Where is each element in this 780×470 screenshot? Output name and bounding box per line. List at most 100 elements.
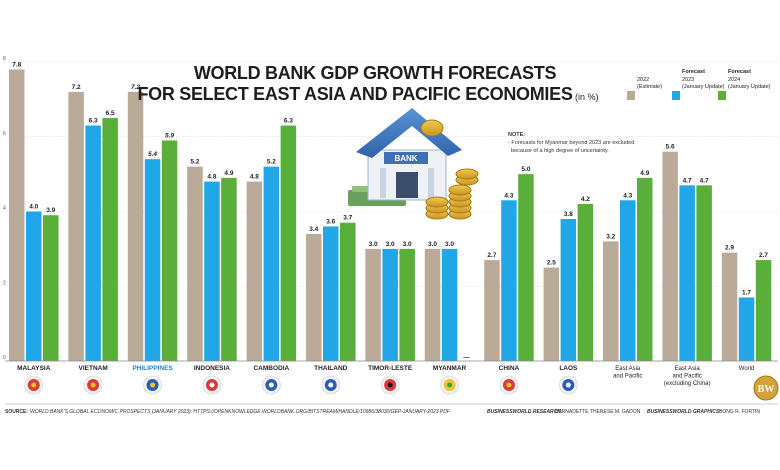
legend-subtext: (Estimate) [637, 84, 662, 90]
bar-2023 [204, 181, 220, 361]
value-labels: 7.8 4.0 3.9 7.2 6.3 6.5 7.2 5.4 5.9 5.2 4.8 4.9 4.8 5… [12, 61, 768, 361]
bar-2022 [68, 91, 84, 362]
chart-title-line2: FOR SELECT EAST ASIA AND PACIFIC ECONOMI… [137, 84, 572, 104]
bar-value-label: 3.0 [428, 241, 437, 248]
bar-value-label: 2.7 [487, 252, 496, 259]
note-line-2: because of a high degree of uncertainty. [508, 148, 609, 154]
bar-2022 [127, 91, 144, 362]
flag-icon [559, 375, 578, 395]
bar-2023 [738, 297, 755, 361]
bar-2022 [484, 260, 500, 361]
bar-value-label: 7.8 [12, 61, 21, 68]
bar-value-label: 3.8 [564, 211, 573, 218]
legend-year: 2023 [682, 77, 694, 83]
bar-value-label: 2.5 [547, 260, 556, 267]
bar-value-label: 6.5 [106, 110, 115, 117]
y-tick-label: 6 [3, 131, 6, 137]
note-line-1: - Forecasts for Myanmar beyond 2023 are … [508, 140, 634, 146]
bar-value-label: 4.9 [640, 170, 649, 177]
bar-2023 [85, 125, 101, 361]
chart-title-unit: (in %) [575, 92, 599, 102]
bar-value-label: 3.0 [403, 241, 412, 248]
bar-2022 [662, 151, 678, 361]
category-label: MYANMAR [433, 365, 467, 372]
category-label: World [739, 366, 755, 372]
source-label: SOURCE: [5, 409, 28, 415]
legend-swatch [627, 91, 635, 100]
legend-item: Forecast 2023(January Update) [672, 69, 725, 100]
bar-value-label: 1.7 [742, 289, 751, 296]
category-label: TIMOR-LESTE [368, 365, 413, 372]
flag-icon [262, 375, 281, 395]
legend-heading: Forecast [728, 69, 751, 75]
bar-value-label: 3.2 [606, 233, 615, 240]
bank-pillar [380, 168, 386, 198]
bar-value-label: 4.9 [224, 170, 233, 177]
bar-2024 [102, 118, 118, 361]
graphics-name: BONG R. FORTIN [719, 409, 760, 415]
bar-2022 [187, 166, 203, 361]
category-label: VIETNAM [79, 365, 108, 372]
source-text: WORLD BANK'S GLOBAL ECONOMIC PROSPECTS (… [30, 409, 451, 415]
flag-icon [143, 375, 162, 395]
bar-value-label: 3.4 [309, 226, 318, 233]
y-tick-label: 0 [3, 355, 6, 361]
logo-text: BW [758, 384, 775, 395]
bar-value-label: 6.3 [89, 118, 98, 125]
bar-2022 [365, 248, 381, 361]
bar-2023 [501, 200, 517, 361]
research-name: BERNADETTE THERESE M. GADON [555, 409, 641, 415]
bar-2023 [560, 218, 577, 361]
graphics-label: BUSINESSWORLD GRAPHICS: [647, 409, 721, 415]
category-label: East Asia [615, 366, 641, 372]
bar-value-label: 5.4 [148, 151, 157, 158]
bar-value-label: 3.6 [326, 218, 335, 225]
flag-icon [499, 375, 519, 395]
bar-2023 [323, 226, 339, 361]
bar-2024 [755, 260, 772, 361]
bar-value-label: 7.2 [131, 84, 140, 91]
bar-2023 [263, 166, 280, 361]
category-label: INDONESIA [194, 365, 230, 372]
category-label: LAOS [559, 365, 578, 372]
bar-value-label: 4.7 [700, 177, 709, 184]
legend-subtext: (January Update) [682, 84, 725, 90]
bar-value-label: 4.3 [504, 192, 513, 199]
bar-value-label: 5.2 [267, 159, 276, 166]
bar-2024 [280, 125, 297, 361]
bar-2024 [399, 248, 415, 361]
y-tick-label: 2 [3, 280, 6, 286]
businessworld-logo: BW [753, 375, 779, 401]
bar-value-label: 3.9 [46, 207, 55, 214]
bar-value-label: 5.2 [190, 159, 199, 166]
bar-value-label: — [463, 354, 470, 361]
bank-sign-board [384, 152, 428, 164]
bar-value-label: 3.0 [369, 241, 378, 248]
bar-2023 [679, 185, 695, 361]
bar-2023 [441, 248, 458, 361]
category-label: CAMBODIA [253, 365, 289, 372]
bar-2022 [543, 267, 560, 361]
bar-value-label: 4.3 [623, 192, 632, 199]
bar-2022 [246, 181, 263, 361]
bar-value-label: 4.8 [250, 174, 259, 181]
category-label: (excluding China) [664, 381, 711, 387]
coin-icon [420, 119, 444, 137]
legend-year: 2022 [637, 77, 649, 83]
bar-2024 [696, 185, 712, 361]
bar-value-label: 5.9 [165, 132, 174, 139]
category-labels: MALAYSIA VIETNAM PHILIPPINES INDONESIA CAMBO… [17, 365, 755, 395]
category-label: East Asia [675, 366, 701, 372]
bar-value-label: 2.7 [759, 252, 768, 259]
legend-item: 2022(Estimate) [627, 77, 662, 100]
category-label: and Pacific [613, 374, 642, 380]
legend-swatch [718, 91, 726, 100]
category-label: MALAYSIA [17, 365, 51, 372]
category-label: CHINA [499, 365, 520, 372]
bank-door [396, 172, 418, 198]
bank-roof [356, 108, 462, 158]
bar-2022 [306, 233, 322, 361]
bar-2024 [161, 140, 178, 361]
